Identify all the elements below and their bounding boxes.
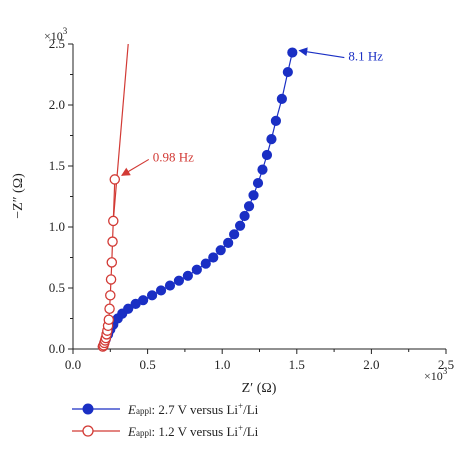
x-axis-title: Z′ (Ω) bbox=[242, 381, 277, 396]
nyquist-plot: 0.0 0.5 1.0 1.5 2.0 2.5 0.0 0.5 1.0 1.5 2.0 2.5 8.1… bbox=[11, 26, 454, 396]
data-point-0 bbox=[276, 93, 287, 105]
x-tick-label: 2.0 bbox=[363, 357, 379, 372]
data-point-0 bbox=[191, 264, 202, 275]
annotation-label: 8.1 Hz bbox=[348, 49, 383, 64]
x-multiplier: ×103 bbox=[424, 366, 448, 383]
y-multiplier: ×103 bbox=[44, 26, 68, 43]
series-points bbox=[97, 47, 298, 352]
y-tick-label: 0.5 bbox=[49, 280, 65, 295]
data-point-0 bbox=[200, 258, 211, 269]
data-point-1 bbox=[105, 274, 117, 285]
data-point-0 bbox=[146, 290, 158, 301]
x-tick-label: 0.5 bbox=[139, 357, 155, 372]
x-tick-label: 0.0 bbox=[65, 357, 81, 372]
data-point-0 bbox=[173, 275, 185, 286]
data-point-0 bbox=[239, 210, 250, 222]
data-point-1 bbox=[106, 257, 118, 268]
data-point-0 bbox=[266, 134, 277, 145]
data-point-1 bbox=[104, 303, 115, 314]
data-point-0 bbox=[123, 303, 134, 314]
legend-label-red: Eappl: 1.2 V versus Li+/Li bbox=[128, 422, 259, 439]
y-tick-label: 2.0 bbox=[49, 97, 65, 112]
x-tick-label: 2.5 bbox=[438, 357, 454, 372]
data-point-0 bbox=[229, 229, 240, 240]
data-point-0 bbox=[287, 47, 298, 58]
data-point-0 bbox=[282, 66, 293, 78]
series-fit-line-1 bbox=[112, 43, 129, 221]
frequency-annotations: 8.1 Hz 0.98 Hz bbox=[121, 47, 383, 176]
data-point-0 bbox=[248, 190, 259, 201]
data-point-0 bbox=[155, 285, 167, 296]
legend-label-blue: Eappl: 2.7 V versus Li+/Li bbox=[128, 400, 259, 417]
data-point-0 bbox=[270, 115, 282, 126]
data-point-0 bbox=[235, 220, 246, 231]
legend-item-red: Eappl: 1.2 V versus Li+/Li bbox=[70, 420, 470, 442]
axis-ticks: 0.0 0.5 1.0 1.5 2.0 2.5 0.0 0.5 1.0 1.5 2.0 2.5 bbox=[49, 36, 454, 372]
legend-swatch-open-circle bbox=[72, 425, 120, 437]
annotation-arrow bbox=[298, 47, 345, 59]
y-tick-label: 0.0 bbox=[49, 341, 65, 356]
data-point-0 bbox=[208, 252, 219, 263]
y-tick-label: 2.5 bbox=[49, 36, 65, 51]
data-point-1 bbox=[108, 215, 119, 227]
data-point-1 bbox=[103, 314, 115, 325]
y-tick-label: 1.5 bbox=[49, 158, 65, 173]
data-point-0 bbox=[164, 280, 176, 291]
x-tick-label: 1.5 bbox=[289, 357, 305, 372]
y-tick-label: 1.0 bbox=[49, 219, 65, 234]
data-point-0 bbox=[215, 245, 226, 256]
data-point-0 bbox=[182, 270, 193, 281]
annotation-label: 0.98 Hz bbox=[153, 149, 194, 164]
data-point-0 bbox=[261, 149, 273, 161]
annotation-arrow bbox=[121, 158, 150, 176]
x-tick-label: 1.0 bbox=[214, 357, 230, 372]
data-point-1 bbox=[105, 290, 116, 301]
data-point-0 bbox=[223, 237, 234, 248]
data-point-1 bbox=[107, 236, 118, 247]
y-axis-title: −Z″ (Ω) bbox=[11, 173, 26, 219]
data-point-0 bbox=[138, 295, 149, 306]
series-lines bbox=[102, 43, 293, 347]
data-point-1 bbox=[109, 174, 121, 185]
data-point-0 bbox=[257, 164, 268, 175]
legend-swatch-filled-circle bbox=[72, 403, 120, 415]
data-point-0 bbox=[252, 177, 264, 189]
legend: Eappl: 2.7 V versus Li+/Li Eappl: 1.2 V … bbox=[70, 398, 470, 442]
data-point-0 bbox=[243, 201, 255, 212]
legend-item-blue: Eappl: 2.7 V versus Li+/Li bbox=[70, 398, 470, 420]
